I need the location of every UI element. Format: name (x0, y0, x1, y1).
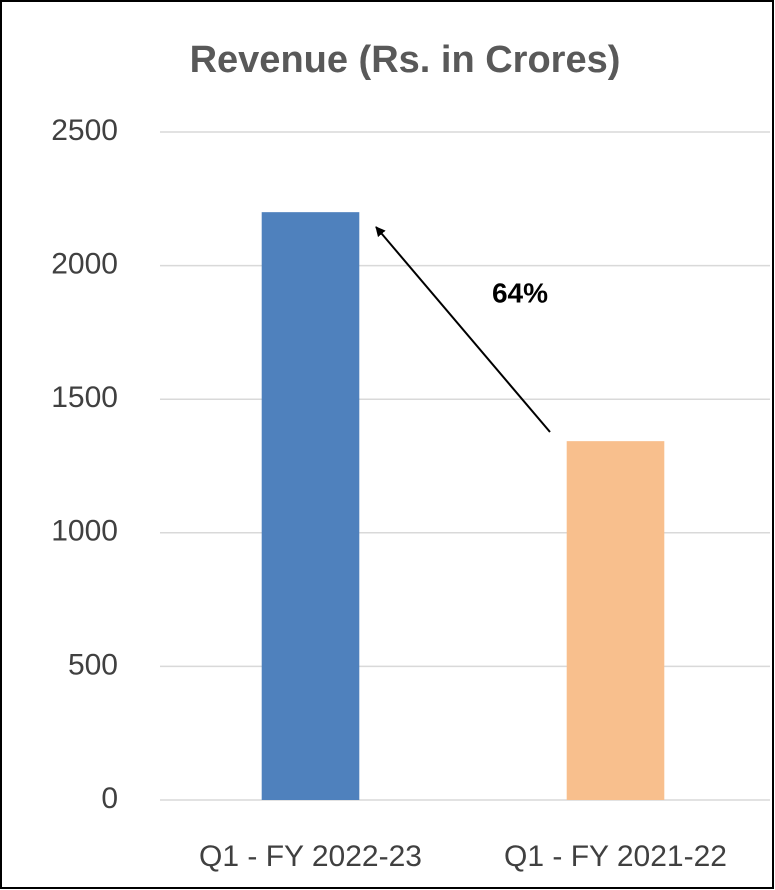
y-tick-label: 2000 (51, 248, 118, 281)
y-tick-label: 500 (68, 648, 118, 681)
growth-arrow (375, 226, 551, 433)
x-tick-label: Q1 - FY 2021-22 (504, 840, 727, 873)
annotation: 64% (492, 277, 548, 308)
bar (566, 441, 665, 800)
y-tick-label: 2500 (51, 114, 118, 147)
marks: Q1 - FY 2022-23 Q1 - FY 2021-22 (199, 212, 727, 873)
chart-title: Revenue (Rs. in Crores) (190, 39, 621, 81)
y-tick-label: 0 (101, 782, 118, 815)
grid: 0 500 1000 1500 2000 2500 (51, 114, 770, 815)
y-tick-label: 1000 (51, 515, 118, 548)
y-tick-label: 1500 (51, 381, 118, 414)
bar (261, 212, 360, 800)
x-tick-label: Q1 - FY 2022-23 (199, 840, 422, 873)
